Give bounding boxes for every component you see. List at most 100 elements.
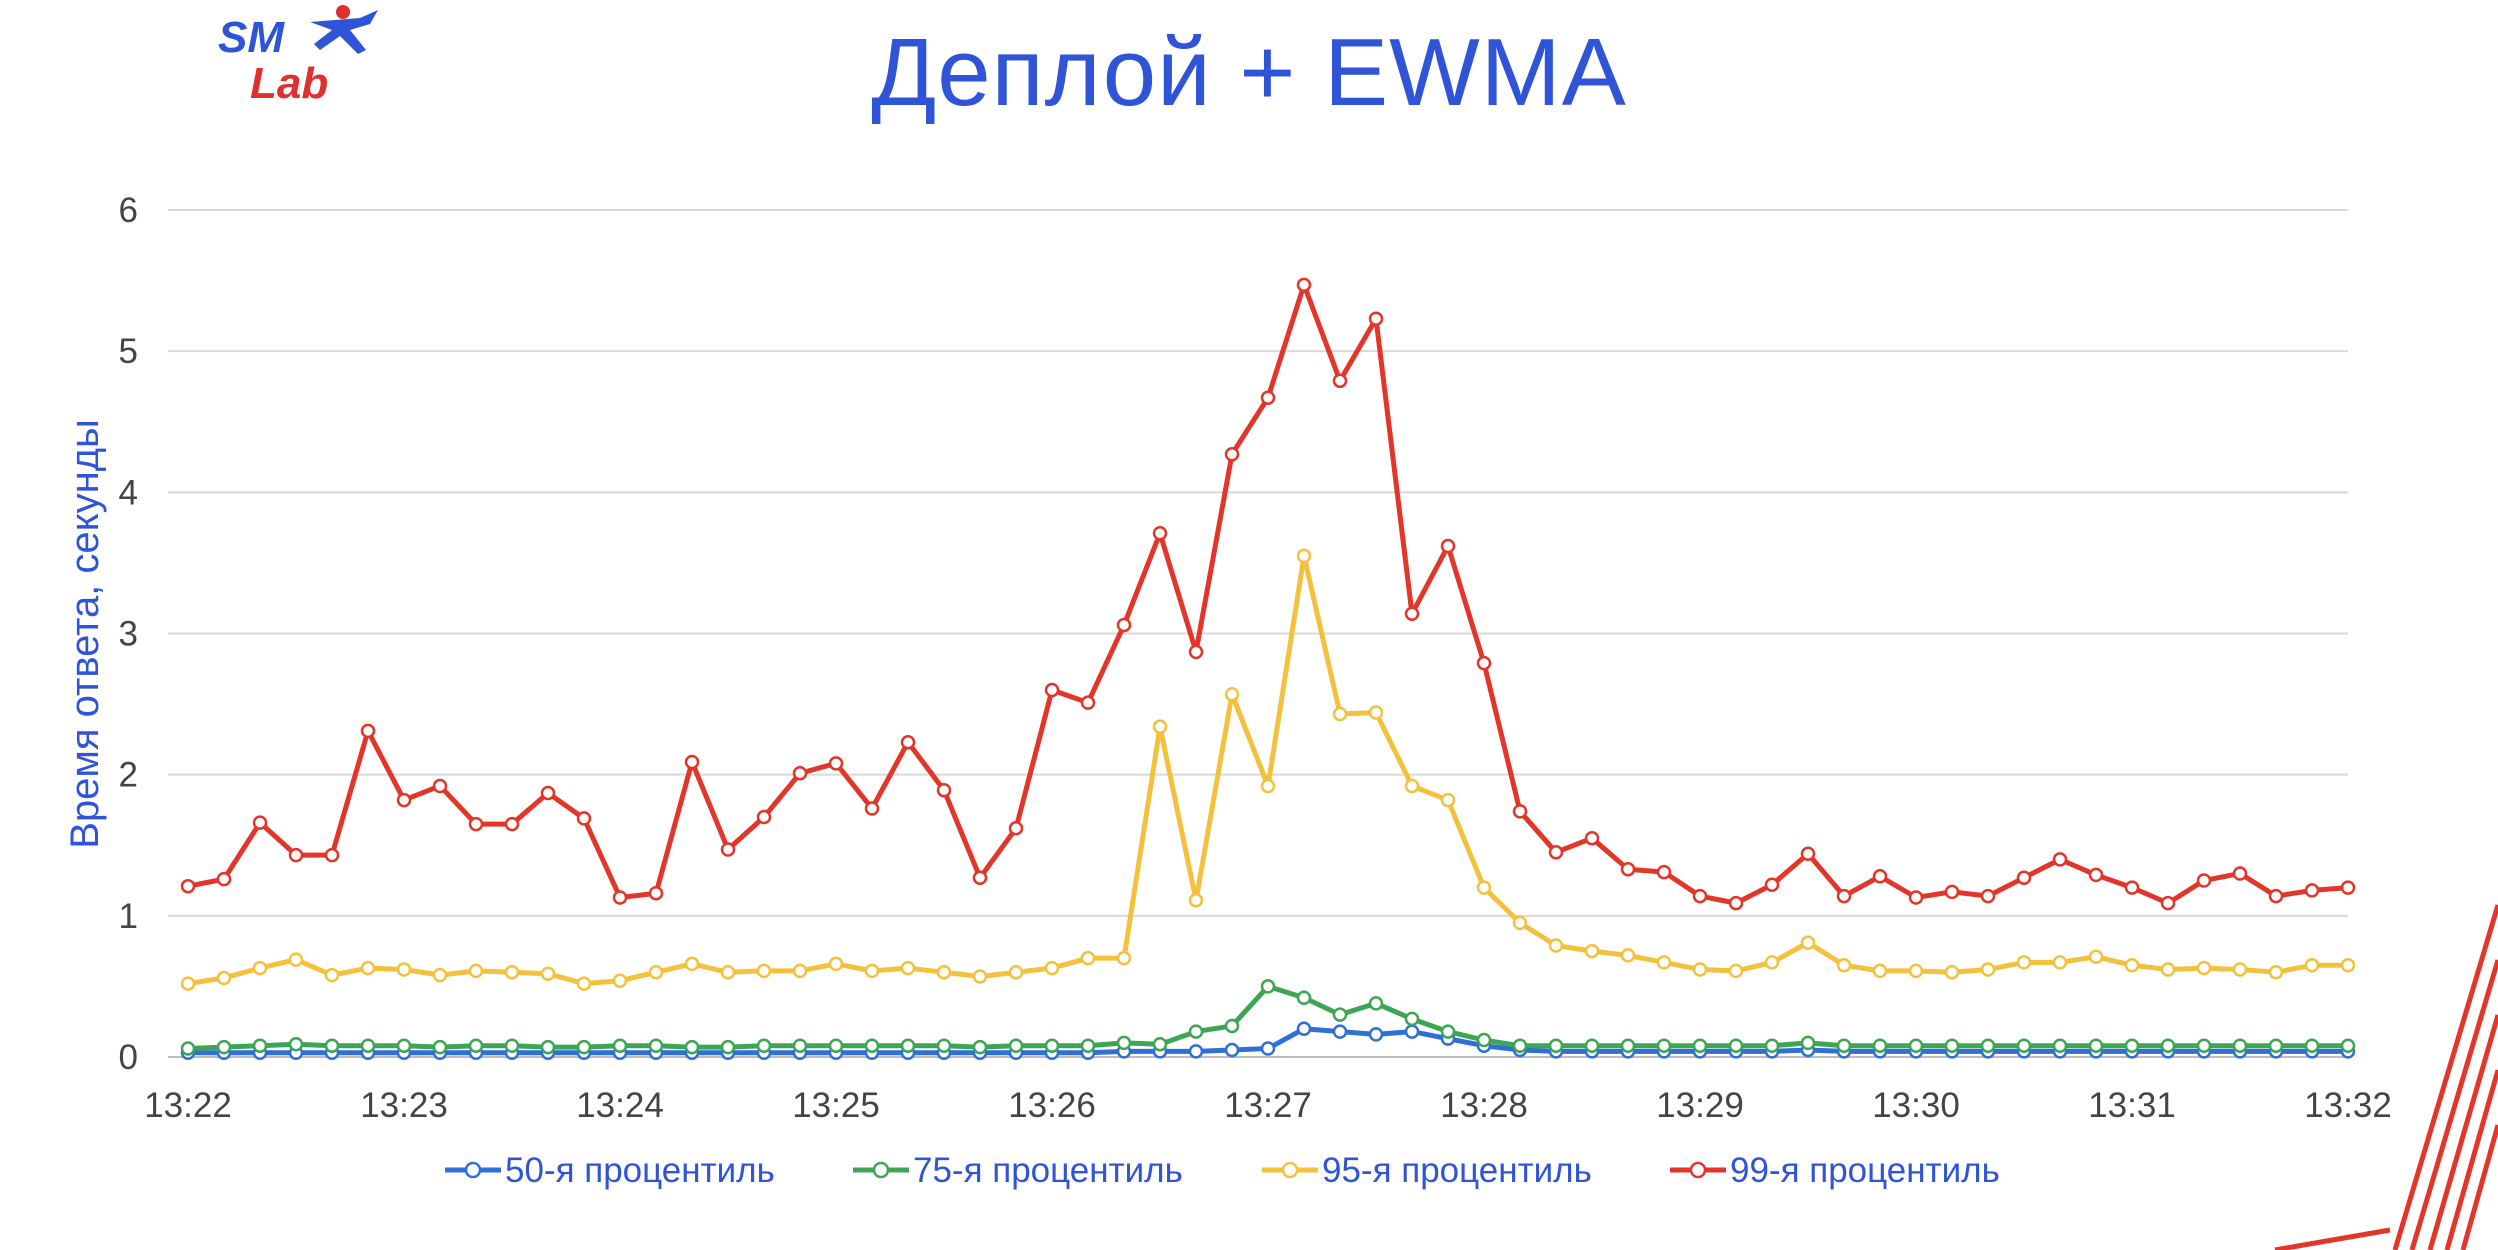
data-point	[1980, 888, 1996, 904]
data-point	[2052, 852, 2068, 867]
y-tick-label: 4	[119, 473, 138, 512]
data-point	[972, 870, 988, 885]
data-point	[1980, 1038, 1996, 1053]
data-point	[1548, 1038, 1564, 1053]
y-tick-label: 1	[119, 897, 138, 936]
data-point	[1080, 1038, 1096, 1053]
data-point	[1584, 830, 1600, 846]
x-tick-label: 13:22	[144, 1086, 232, 1125]
data-point	[864, 801, 880, 816]
data-point	[1692, 1038, 1708, 1053]
data-point	[1332, 1024, 1348, 1039]
data-point	[612, 890, 628, 905]
logo-sm-text: SM	[218, 13, 285, 62]
data-point	[1188, 893, 1204, 908]
x-tick-label: 13:28	[1440, 1086, 1528, 1125]
data-point	[1044, 960, 1060, 976]
y-tick-label: 6	[119, 191, 138, 230]
data-point	[1296, 277, 1312, 293]
x-tick-label: 13:27	[1224, 1086, 1312, 1125]
data-point	[540, 966, 556, 981]
data-point	[1800, 1035, 1816, 1051]
data-point	[684, 956, 700, 972]
data-point	[828, 756, 844, 771]
data-point	[432, 778, 448, 794]
data-point	[1368, 1027, 1384, 1042]
data-point	[2124, 880, 2140, 895]
data-point	[1224, 1042, 1240, 1058]
y-tick-label: 0	[119, 1038, 138, 1077]
data-point	[1584, 943, 1600, 959]
data-point	[1152, 1037, 1168, 1052]
data-point	[792, 766, 808, 781]
data-point	[2304, 883, 2320, 898]
data-point	[1872, 963, 1888, 979]
x-tick-label: 13:30	[1872, 1086, 1960, 1125]
data-point	[2232, 1038, 2248, 1053]
data-point	[1044, 1038, 1060, 1053]
data-point	[216, 1039, 232, 1055]
data-point	[1188, 644, 1204, 660]
data-point	[1332, 1007, 1348, 1022]
data-point	[1476, 1032, 1492, 1048]
data-point	[540, 1039, 556, 1055]
data-point	[1728, 1038, 1744, 1053]
data-point	[252, 815, 268, 830]
data-point	[1620, 948, 1636, 963]
data-point	[900, 960, 916, 976]
data-point	[2016, 870, 2032, 885]
data-point	[936, 782, 952, 798]
data-point	[1368, 996, 1384, 1011]
data-point	[1512, 915, 1528, 931]
data-point	[1728, 963, 1744, 979]
legend-marker	[872, 1161, 890, 1179]
y-tick-label: 3	[119, 615, 138, 654]
data-point	[252, 960, 268, 976]
data-point	[1944, 884, 1960, 900]
data-point	[216, 970, 232, 986]
data-point	[1620, 1038, 1636, 1053]
data-point	[1656, 955, 1672, 970]
data-point	[360, 723, 376, 739]
data-point	[1188, 1024, 1204, 1039]
data-point	[1044, 682, 1060, 698]
data-point	[1440, 792, 1456, 808]
data-point	[1836, 1038, 1852, 1053]
runner-icon	[310, 5, 378, 54]
data-point	[2088, 867, 2104, 883]
data-point	[972, 1039, 988, 1055]
data-point	[2304, 957, 2320, 973]
data-point	[2232, 962, 2248, 977]
data-point	[2196, 1038, 2212, 1053]
y-axis-label: Время ответа, секунды	[63, 419, 107, 849]
data-point	[612, 1038, 628, 1053]
data-point	[1692, 962, 1708, 977]
data-point	[1872, 1038, 1888, 1053]
data-point	[576, 1039, 592, 1055]
data-point	[288, 952, 304, 967]
data-point	[2016, 955, 2032, 970]
data-point	[2340, 880, 2356, 895]
data-point	[1548, 938, 1564, 953]
data-point	[2196, 873, 2212, 888]
legend-label: 95-я процентиль	[1322, 1151, 1592, 1190]
data-point	[612, 973, 628, 989]
data-point	[1116, 950, 1132, 966]
data-point	[1512, 1038, 1528, 1053]
legend-label: 75-я процентиль	[913, 1151, 1183, 1190]
data-point	[1368, 311, 1384, 326]
data-point	[468, 963, 484, 979]
legend-marker	[464, 1161, 482, 1179]
data-point	[324, 967, 340, 983]
page-title: Деплой + EWMA	[871, 19, 1627, 126]
data-point	[1008, 1038, 1024, 1053]
data-point	[1440, 538, 1456, 554]
data-point	[2340, 957, 2356, 973]
data-point	[792, 1038, 808, 1053]
data-point	[1080, 695, 1096, 710]
data-point	[576, 811, 592, 826]
data-point	[1080, 950, 1096, 966]
data-point	[1296, 1021, 1312, 1037]
y-tick-label: 5	[119, 332, 138, 371]
